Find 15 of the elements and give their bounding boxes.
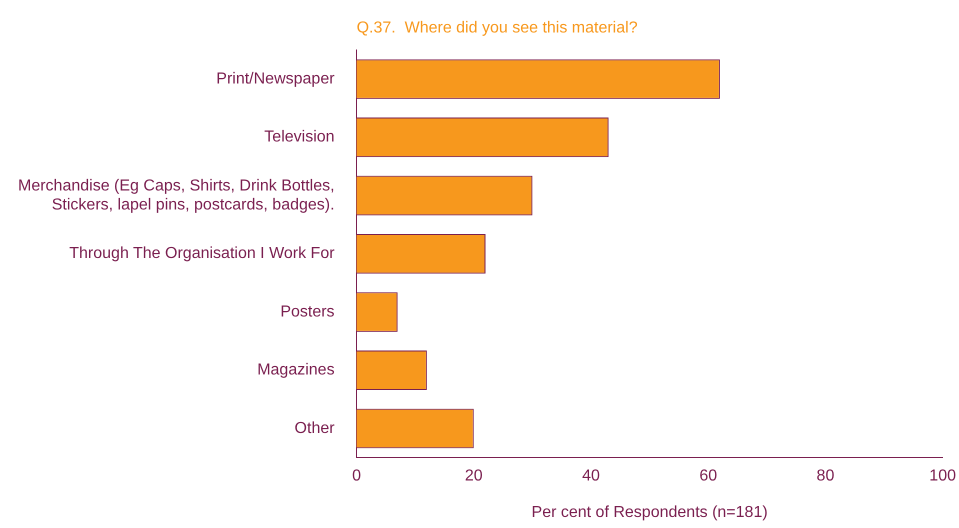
x-tick-label: 80: [816, 468, 834, 485]
y-tick-label: Print/Newspaper: [216, 70, 336, 88]
x-tick-label: 20: [464, 468, 483, 485]
y-tick-label: Merchandise (Eg Caps, Shirts, Drink Bottles, Stickers, lapel pins, postcards, badges).: [18, 177, 335, 214]
y-tick-label: Posters: [280, 303, 335, 320]
y-tick-label: Other: [294, 420, 336, 437]
x-tick-label: 0: [352, 468, 362, 485]
x-axis-title: Per cent of Respondents (n=181): [532, 504, 768, 521]
x-tick-label: 60: [699, 468, 718, 485]
x-tick-label: 40: [582, 468, 600, 485]
y-tick-label: Magazines: [257, 362, 335, 379]
x-tick-label: 100: [929, 468, 956, 485]
chart-title: Q.37. Where did you see this material?: [356, 19, 638, 36]
y-tick-label: Television: [264, 128, 335, 146]
y-tick-label: Through The Organisation I Work For: [69, 245, 336, 262]
